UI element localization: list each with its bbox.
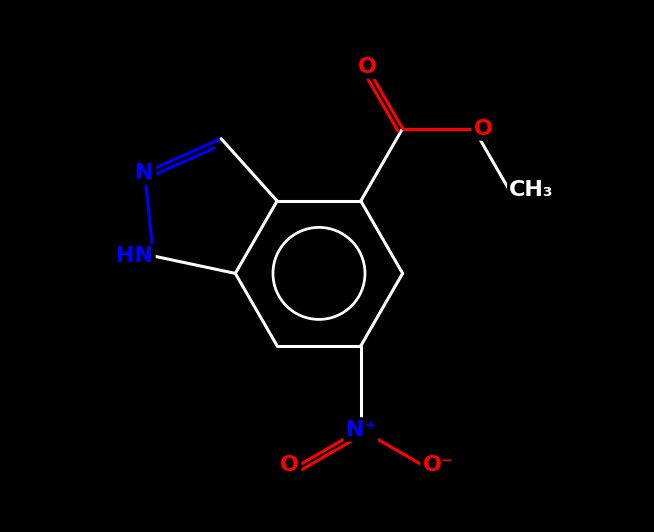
Text: N: N [135, 163, 154, 183]
Text: O⁻: O⁻ [422, 455, 453, 475]
Text: HN: HN [116, 246, 154, 266]
Text: O: O [473, 119, 492, 138]
Text: O: O [358, 57, 377, 77]
Text: N⁺: N⁺ [346, 420, 376, 439]
Text: O: O [280, 455, 300, 475]
Text: CH₃: CH₃ [509, 180, 554, 200]
